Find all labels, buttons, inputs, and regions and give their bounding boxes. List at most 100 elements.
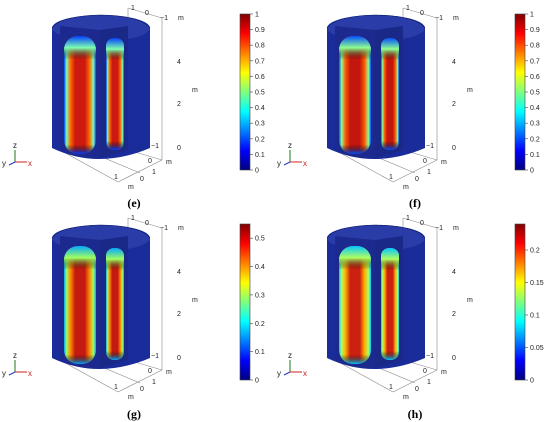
colorbar-label-g-2: 0.3 bbox=[255, 292, 265, 299]
unit-top-f: m bbox=[453, 15, 459, 22]
tick-right-h-1: 2 bbox=[452, 311, 456, 318]
colorbar-label-g-3: 0.2 bbox=[255, 321, 265, 328]
triad-z-g: z bbox=[13, 351, 17, 360]
colorbar-label-g-4: 0.1 bbox=[255, 349, 265, 356]
heat-column-right-edge-f bbox=[381, 38, 399, 150]
tick-top-e-0: 1 bbox=[131, 5, 135, 12]
caption-e: (e) bbox=[127, 196, 141, 210]
unit-right-h: m bbox=[467, 297, 473, 304]
caption-h: (h) bbox=[407, 407, 423, 421]
colorbar-label-f-0: 1 bbox=[530, 12, 534, 19]
axis-triad-f bbox=[283, 150, 302, 166]
axis-triad-h bbox=[283, 360, 302, 376]
triad-x-e: x bbox=[28, 159, 32, 168]
tick-bx-g-0: 1 bbox=[114, 384, 118, 391]
colorbar-g bbox=[239, 223, 251, 381]
colorbar-label-e-8: 0.2 bbox=[255, 136, 265, 143]
colorbar-label-f-4: 0.6 bbox=[530, 74, 540, 81]
unit-top-e: m bbox=[178, 15, 184, 22]
tick-by-g-1: 0 bbox=[148, 368, 152, 375]
tick-by-e-0: −1 bbox=[151, 143, 159, 150]
tick-top-h-2: −1 bbox=[435, 225, 443, 232]
colorbar-label-e-9: 0.1 bbox=[255, 152, 265, 159]
colorbar-label-f-8: 0.2 bbox=[530, 136, 540, 143]
colorbar-label-f-6: 0.4 bbox=[530, 105, 540, 112]
tick-top-f-1: 0 bbox=[420, 10, 424, 17]
colorbar-label-f-5: 0.5 bbox=[530, 90, 540, 97]
triad-x-f: x bbox=[303, 159, 307, 168]
colorbar-label-f-2: 0.8 bbox=[530, 43, 540, 50]
unit-right-g: m bbox=[192, 297, 198, 304]
heat-column-left-edge-f bbox=[339, 36, 371, 154]
tick-top-h-0: 1 bbox=[406, 215, 410, 222]
panel-h: 1 0 −1 m 4 2 0 m −1 0 1 m 1 0 m z y x 0.2 0.15 0.1 0.05 0 bbox=[275, 210, 550, 420]
triad-x-h: x bbox=[303, 369, 307, 378]
heat-column-right-edge-g bbox=[106, 248, 124, 360]
triad-z-h: z bbox=[288, 351, 292, 360]
tick-top-f-0: 1 bbox=[406, 5, 410, 12]
panel-g: 1 0 −1 m 4 2 0 m −1 0 1 m 1 0 m z y x 0.5 0.4 0.3 0.2 0.1 0 bbox=[0, 210, 275, 420]
tick-by-h-2: 1 bbox=[427, 379, 431, 386]
unit-top-h: m bbox=[453, 225, 459, 232]
tick-by-f-1: 0 bbox=[423, 158, 427, 165]
colorbar-label-e-10: 0 bbox=[255, 168, 259, 175]
colorbar-label-h-2: 0.1 bbox=[530, 313, 540, 320]
tick-by-h-0: −1 bbox=[426, 353, 434, 360]
colorbar-label-e-5: 0.5 bbox=[255, 90, 265, 97]
heat-column-right-edge-e bbox=[106, 38, 124, 150]
cylinder-h bbox=[326, 224, 426, 369]
triad-z-f: z bbox=[288, 141, 292, 150]
unit-by-g: m bbox=[166, 369, 172, 376]
tick-right-f-1: 2 bbox=[452, 101, 456, 108]
tick-top-g-0: 1 bbox=[131, 215, 135, 222]
unit-bx-f: m bbox=[403, 184, 409, 191]
triad-y-h: y bbox=[277, 369, 281, 378]
tick-bx-e-0: 1 bbox=[114, 174, 118, 181]
cylinder-f bbox=[326, 14, 426, 159]
unit-by-e: m bbox=[166, 159, 172, 166]
colorbar-label-h-4: 0 bbox=[530, 378, 534, 385]
unit-by-f: m bbox=[441, 159, 447, 166]
tick-top-e-2: −1 bbox=[160, 15, 168, 22]
tick-bx-h-0: 1 bbox=[389, 384, 393, 391]
triad-y-g: y bbox=[2, 369, 6, 378]
unit-bx-e: m bbox=[128, 184, 134, 191]
cylinder-g bbox=[51, 224, 151, 369]
heat-column-left-edge-g bbox=[64, 246, 96, 364]
colorbar-label-g-0: 0.5 bbox=[255, 236, 265, 243]
colorbar-label-h-3: 0.05 bbox=[530, 345, 544, 352]
tick-by-h-1: 0 bbox=[423, 368, 427, 375]
colorbar-label-g-1: 0.4 bbox=[255, 264, 265, 271]
tick-by-e-2: 1 bbox=[152, 169, 156, 176]
heat-column-left-edge-e bbox=[64, 36, 96, 154]
tick-bx-e-1: 0 bbox=[140, 176, 144, 183]
cylinder-e bbox=[51, 14, 151, 159]
panel-e: 1 0 −1 m 4 2 0 m −1 0 1 m 1 0 m z y x 1 0.9 0.8 0.7 0.6 0.5 0.4 0… bbox=[0, 0, 275, 210]
tick-by-g-2: 1 bbox=[152, 379, 156, 386]
axis-triad-e bbox=[8, 150, 27, 166]
unit-bx-g: m bbox=[128, 394, 134, 401]
tick-right-h-2: 0 bbox=[452, 355, 456, 362]
tick-right-g-1: 2 bbox=[177, 311, 181, 318]
caption-f: (f) bbox=[409, 196, 421, 210]
tick-bx-f-0: 1 bbox=[389, 174, 393, 181]
tick-bx-h-1: 0 bbox=[415, 386, 419, 393]
colorbar-label-e-7: 0.3 bbox=[255, 121, 265, 128]
unit-bx-h: m bbox=[403, 394, 409, 401]
colorbar-label-h-0: 0.2 bbox=[530, 248, 540, 255]
tick-top-h-1: 0 bbox=[420, 220, 424, 227]
triad-y-f: y bbox=[277, 159, 281, 168]
unit-by-h: m bbox=[441, 369, 447, 376]
tick-right-f-2: 0 bbox=[452, 145, 456, 152]
tick-bx-f-1: 0 bbox=[415, 176, 419, 183]
unit-right-f: m bbox=[467, 87, 473, 94]
tick-right-g-2: 0 bbox=[177, 355, 181, 362]
colorbar-h bbox=[514, 223, 526, 381]
tick-right-h-0: 4 bbox=[452, 269, 456, 276]
tick-right-e-0: 4 bbox=[177, 59, 181, 66]
unit-top-g: m bbox=[178, 225, 184, 232]
